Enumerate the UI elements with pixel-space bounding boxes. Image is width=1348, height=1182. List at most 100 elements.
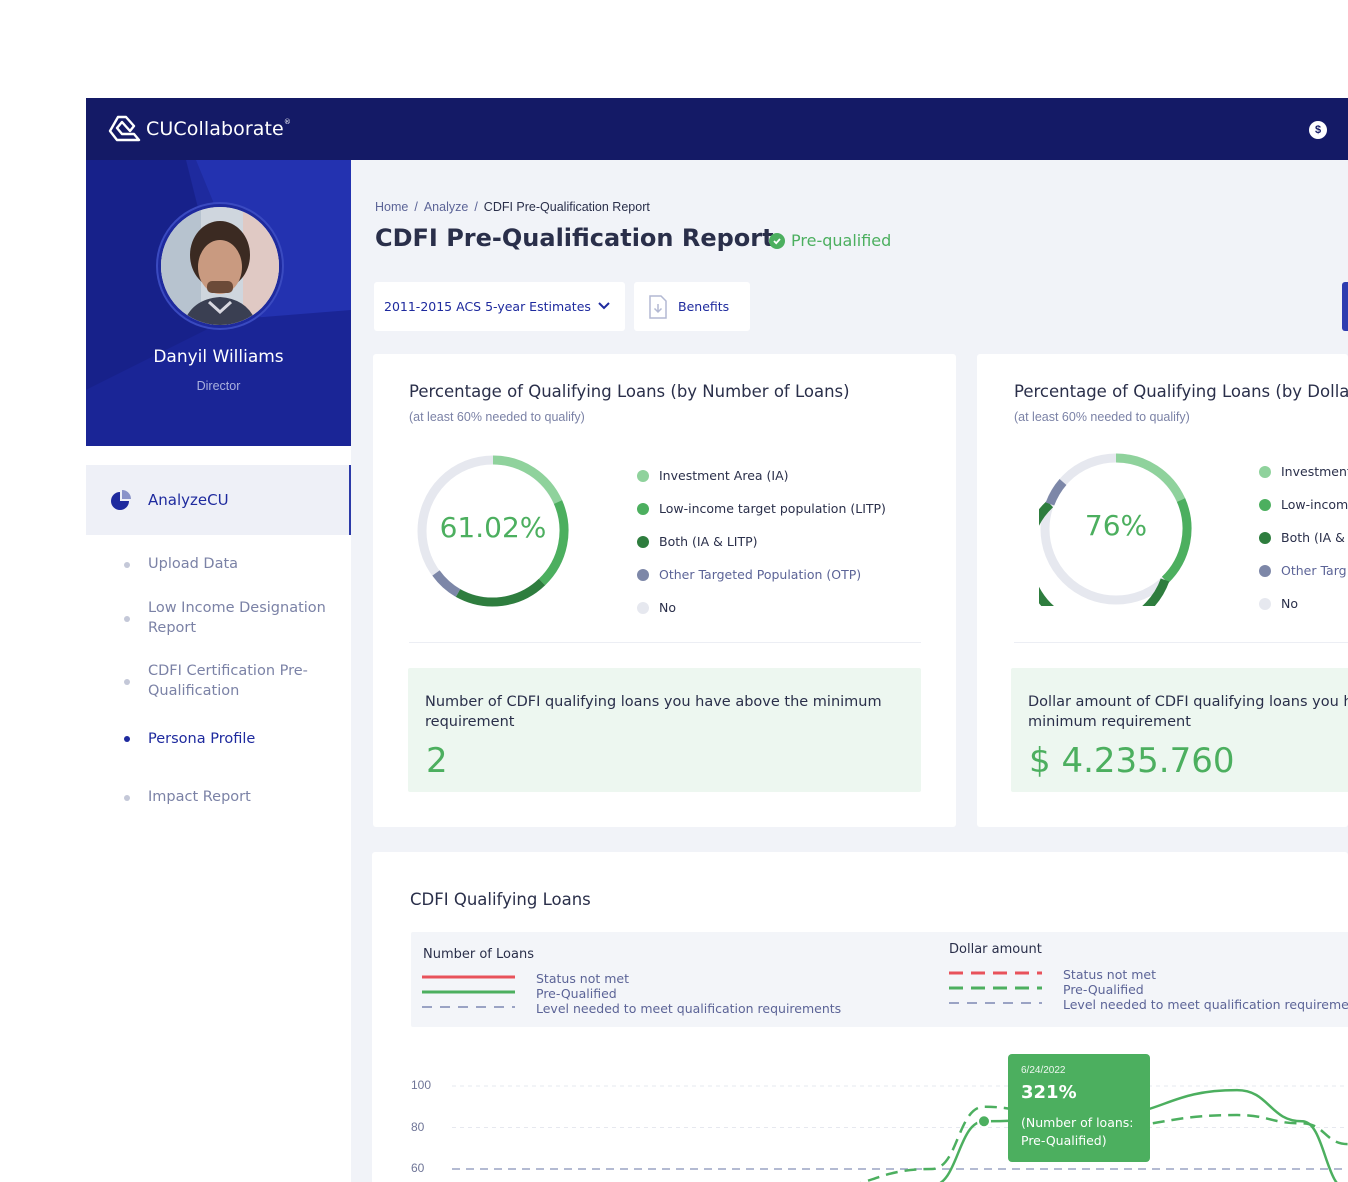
stat-box: Number of CDFI qualifying loans you have… xyxy=(408,668,921,792)
legend-item-level-needed: Level needed to meet qualification requi… xyxy=(536,1001,842,1016)
line-chart xyxy=(452,1085,1348,1182)
sidebar-item-label: AnalyzeCU xyxy=(148,491,229,509)
legend-item-otp: Other Targ xyxy=(1259,563,1347,578)
legend-swatch xyxy=(637,502,649,515)
chart-legend: Number of Loans Status not met Pre-Quali… xyxy=(411,932,1348,1027)
dollar-icon[interactable]: $ xyxy=(1309,121,1327,139)
donut-segment-ia xyxy=(1115,453,1186,502)
sidebar-item-label: Upload Data xyxy=(148,556,239,572)
donut-segment-ia xyxy=(492,455,563,504)
card-subtitle: (at least 60% needed to qualify) xyxy=(409,410,585,424)
benefits-button[interactable]: Benefits xyxy=(634,282,750,331)
qualifying-loans-number-card: Percentage of Qualifying Loans (by Numbe… xyxy=(373,354,956,827)
donut-segment-litp xyxy=(538,500,569,586)
brand-logo[interactable]: CUCollaborate® xyxy=(108,114,291,144)
top-bar: CUCollaborate® $ xyxy=(86,98,1348,160)
y-tick-label: 100 xyxy=(411,1078,432,1092)
check-icon xyxy=(769,232,785,249)
dataset-select[interactable]: 2011-2015 ACS 5-year Estimates xyxy=(374,282,625,331)
main-content: Home / Analyze / CDFI Pre-Qualification Repo… xyxy=(351,160,1348,1182)
legend-lines-number xyxy=(422,975,515,1008)
action-button[interactable] xyxy=(1342,282,1348,331)
legend-item-status-not-met: Status not met xyxy=(1063,967,1157,982)
status-badge: Pre-qualified xyxy=(769,231,891,250)
status-label: Pre-qualified xyxy=(791,231,892,250)
legend-item-no: No xyxy=(1259,596,1298,611)
donut-value: 76% xyxy=(1084,509,1148,542)
brand-mark-icon xyxy=(108,115,141,142)
tooltip-value: 321% xyxy=(1021,1082,1077,1103)
profile-panel: Danyil Williams Director xyxy=(86,160,351,446)
legend-swatch xyxy=(637,601,649,614)
profile-role: Director xyxy=(196,379,241,393)
legend-item-litp: Low-incom xyxy=(1259,497,1348,512)
legend-swatch xyxy=(637,568,649,581)
avatar[interactable] xyxy=(158,204,282,328)
chart-tooltip: 6/24/2022 321% (Number of loans: Pre-Qua… xyxy=(1008,1054,1150,1162)
profile-name: Danyil Williams xyxy=(153,347,284,367)
legend-swatch xyxy=(1259,531,1271,544)
legend-item-both: Both (IA & LITP) xyxy=(637,534,758,549)
tooltip-description: (Number of loans: Pre-Qualified) xyxy=(1021,1115,1134,1148)
page-title: CDFI Pre-Qualification Report xyxy=(375,224,774,252)
stat-description: Dollar amount of CDFI qualifying loans y… xyxy=(1028,694,1348,730)
legend-swatch xyxy=(637,535,649,548)
brand-name: CUCollaborate® xyxy=(146,118,291,140)
donut-segment-litp xyxy=(1161,498,1192,584)
app-window: CUCollaborate® $ xyxy=(86,98,1348,1182)
y-tick-label: 80 xyxy=(411,1120,425,1134)
card-divider xyxy=(409,642,921,643)
legend-item-both: Both (IA & xyxy=(1259,530,1345,545)
stat-value: 2 xyxy=(426,741,448,781)
highlight-point xyxy=(977,1114,991,1129)
legend-item-litp: Low-income target population (LITP) xyxy=(637,501,886,516)
chevron-down-icon xyxy=(598,302,610,310)
legend-swatch xyxy=(637,469,649,482)
bullet-icon xyxy=(124,562,130,568)
bullet-icon xyxy=(124,795,130,801)
sidebar: Danyil Williams Director AnalyzeCU Uploa… xyxy=(86,160,351,1182)
breadcrumb-home[interactable]: Home xyxy=(375,200,409,214)
card-subtitle: (at least 60% needed to qualify) xyxy=(1014,410,1190,424)
donut-segment-both xyxy=(455,578,546,607)
card-title: Percentage of Qualifying Loans (by Dolla… xyxy=(1014,382,1348,401)
legend-item-pre-qualified: Pre-Qualified xyxy=(1063,982,1144,997)
dataset-select-value: 2011-2015 ACS 5-year Estimates xyxy=(384,299,591,314)
legend-title-number: Number of Loans xyxy=(423,947,534,962)
y-tick-label: 60 xyxy=(411,1161,425,1175)
donut-segment-otp xyxy=(1045,479,1067,506)
qualifying-loans-chart-card: CDFI Qualifying Loans Number of Loans St… xyxy=(372,852,1348,1182)
qualifying-loans-dollar-card: Percentage of Qualifying Loans (by Dolla… xyxy=(977,354,1348,827)
avatar-image xyxy=(161,207,279,325)
breadcrumb: Home / Analyze / CDFI Pre-Qualification Repo… xyxy=(375,200,650,214)
breadcrumb-current: CDFI Pre-Qualification Report xyxy=(483,200,650,214)
card-title: CDFI Qualifying Loans xyxy=(410,890,591,909)
card-title: Percentage of Qualifying Loans (by Numbe… xyxy=(409,382,850,401)
legend-swatch xyxy=(1259,498,1271,511)
bullet-icon xyxy=(124,736,130,742)
sidebar-item-analyzecu[interactable]: AnalyzeCU xyxy=(86,465,351,535)
card-divider xyxy=(1014,642,1348,643)
bullet-icon xyxy=(124,616,130,622)
legend-item-otp: Other Targeted Population (OTP) xyxy=(637,567,861,582)
legend-item-no: No xyxy=(637,600,676,615)
legend-title-dollar: Dollar amount xyxy=(949,942,1042,957)
legend-swatch xyxy=(1259,465,1271,478)
stat-description: Number of CDFI qualifying loans you have… xyxy=(425,694,882,730)
donut-value: 61.02% xyxy=(439,511,547,544)
legend-item-level-needed: Level needed to meet qualification requi… xyxy=(1063,997,1348,1012)
breadcrumb-analyze[interactable]: Analyze xyxy=(423,200,469,214)
stat-value: $ 4.235.760 xyxy=(1029,741,1235,781)
legend-item-ia: Investment xyxy=(1259,464,1348,479)
legend-swatch xyxy=(1259,564,1271,577)
stat-box: Dollar amount of CDFI qualifying loans y… xyxy=(1011,668,1348,792)
benefits-label: Benefits xyxy=(678,299,730,314)
pie-chart-icon xyxy=(111,490,131,510)
tooltip-date: 6/24/2022 xyxy=(1021,1065,1066,1076)
legend-lines-dollar xyxy=(949,971,1042,1004)
donut-segment-otp xyxy=(432,570,461,597)
sidebar-item-label: Low Income Designation Report xyxy=(148,600,326,636)
donut-chart xyxy=(1039,453,1192,606)
donut-chart xyxy=(417,455,569,607)
sidebar-item-label: Impact Report xyxy=(148,789,251,805)
